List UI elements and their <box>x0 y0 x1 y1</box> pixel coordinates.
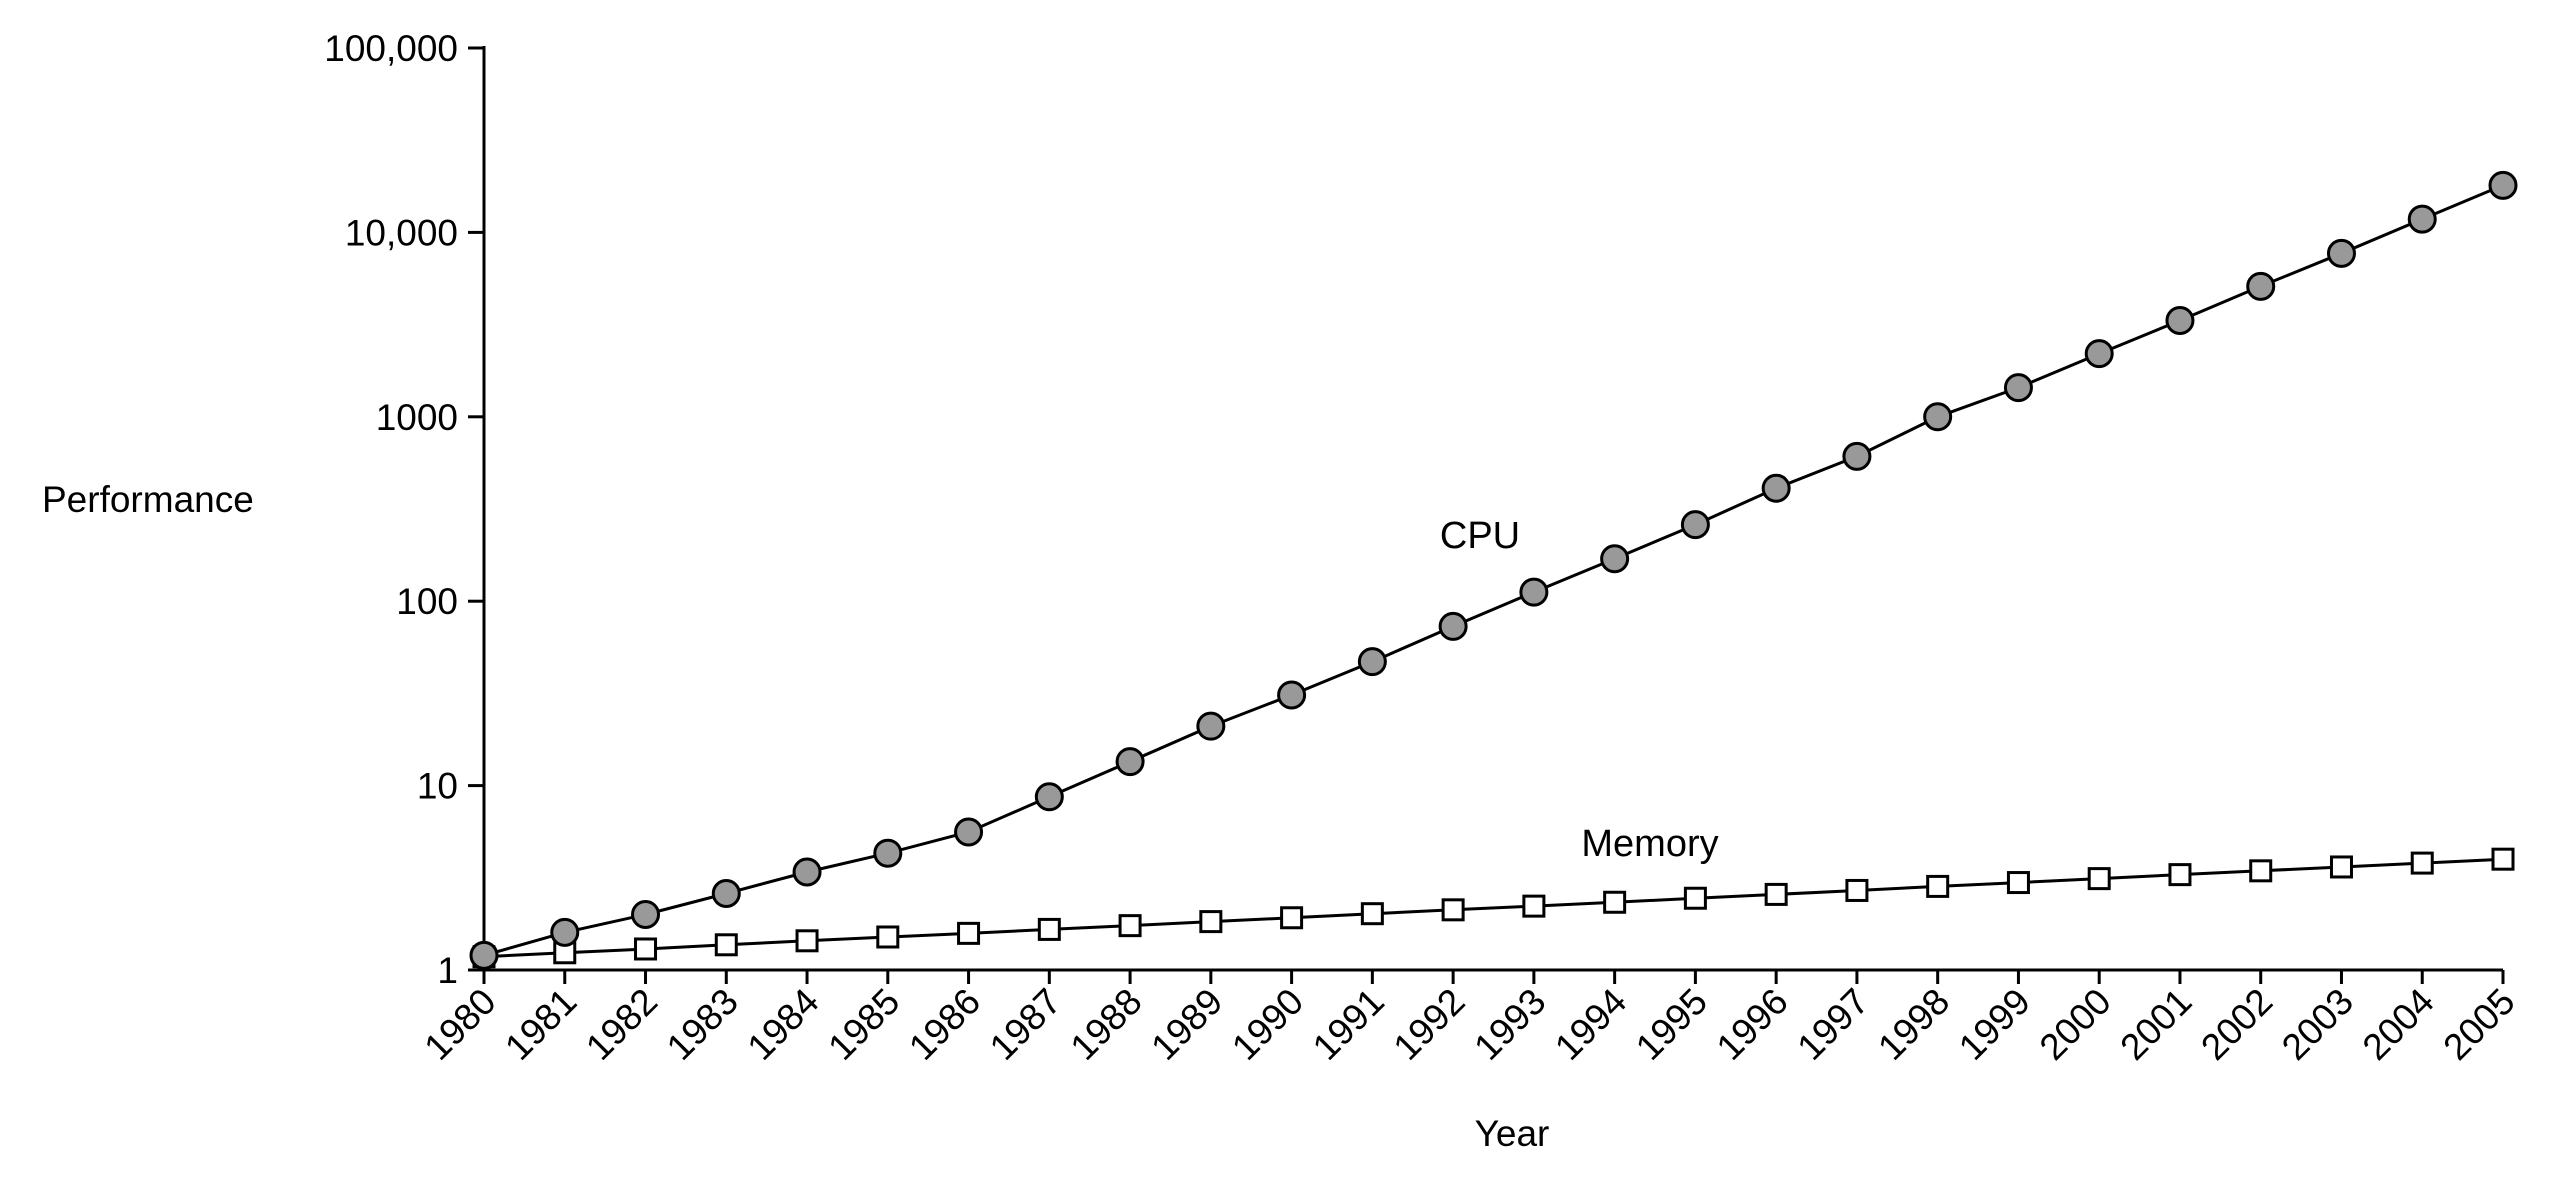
x-tick-label: 2003 <box>2274 981 2361 1068</box>
memory-data-point <box>1522 894 1546 918</box>
cpu-data-point <box>1438 611 1468 641</box>
y-tick-label: 10,000 <box>345 212 458 253</box>
memory-data-point <box>1280 906 1304 930</box>
cpu-data-point <box>2326 238 2356 268</box>
cpu-data-point <box>2003 373 2033 403</box>
x-tick-label: 1984 <box>740 981 827 1068</box>
x-tick-label: 2002 <box>2193 981 2280 1068</box>
series-markers <box>469 170 2518 970</box>
memory-data-point <box>1603 890 1627 914</box>
memory-data-point <box>634 937 658 961</box>
memory-data-point <box>795 929 819 953</box>
memory-data-point <box>2168 863 2192 887</box>
x-tick-label: 1995 <box>1628 981 1715 1068</box>
cpu-data-point <box>2246 271 2276 301</box>
cpu-data-point <box>1277 680 1307 710</box>
y-tick-label: 1 <box>437 950 458 991</box>
x-tick-label: 1999 <box>1951 981 2038 1068</box>
y-tick-label: 1000 <box>376 397 458 438</box>
x-tick-label: 1996 <box>1709 981 1796 1068</box>
x-tick-label: 1987 <box>982 981 1069 1068</box>
memory-data-point <box>1683 886 1707 910</box>
x-tick-label: 2000 <box>2032 981 2119 1068</box>
memory-data-point <box>1845 878 1869 902</box>
cpu-data-point <box>873 838 903 868</box>
memory-series-label: Memory <box>1581 823 1718 865</box>
memory-data-point <box>2329 855 2353 879</box>
cpu-data-point <box>1842 441 1872 471</box>
x-axis-label: Year <box>1475 1113 1550 1154</box>
x-tick-label: 1981 <box>497 981 584 1068</box>
x-axis-ticks: 1980198119821983198419851986198719881989… <box>416 970 2523 1068</box>
memory-data-point <box>2410 851 2434 875</box>
memory-data-point <box>876 925 900 949</box>
x-tick-label: 1980 <box>416 981 503 1068</box>
x-tick-label: 1997 <box>1789 981 1876 1068</box>
memory-data-point <box>1441 898 1465 922</box>
x-tick-label: 1986 <box>901 981 988 1068</box>
axes <box>482 46 2503 972</box>
memory-data-point <box>1926 874 1950 898</box>
x-tick-label: 2005 <box>2435 981 2522 1068</box>
series-lines <box>483 183 2504 959</box>
x-tick-label: 1993 <box>1466 981 1553 1068</box>
y-tick-label: 10 <box>417 766 458 807</box>
memory-data-point <box>1360 902 1384 926</box>
cpu-data-point <box>2165 305 2195 335</box>
y-tick-label: 100 <box>396 581 458 622</box>
cpu-data-point <box>631 899 661 929</box>
x-tick-label: 2004 <box>2355 981 2442 1068</box>
cpu-data-point <box>1680 510 1710 540</box>
x-tick-label: 1988 <box>1063 981 1150 1068</box>
memory-data-point <box>957 921 981 945</box>
cpu-data-point <box>2407 204 2437 234</box>
y-axis-ticks: 1 10 100 1000 10,000 100,000 <box>324 28 484 991</box>
x-tick-label: 1982 <box>578 981 665 1068</box>
memory-data-point <box>2249 859 2273 883</box>
memory-data-point <box>1037 917 1061 941</box>
memory-data-point <box>1199 910 1223 934</box>
cpu-data-point <box>2084 339 2114 369</box>
memory-data-point <box>1764 882 1788 906</box>
x-tick-label: 1992 <box>1386 981 1473 1068</box>
cpu-data-point <box>2488 170 2518 200</box>
cpu-series-label: CPU <box>1440 515 1520 557</box>
x-tick-label: 1990 <box>1224 981 1311 1068</box>
cpu-data-point <box>1357 647 1387 677</box>
memory-data-point <box>714 933 738 957</box>
cpu-data-point <box>1034 782 1064 812</box>
memory-series-line <box>483 857 2504 959</box>
x-tick-label: 1989 <box>1143 981 1230 1068</box>
cpu-data-point <box>711 878 741 908</box>
x-tick-label: 1983 <box>659 981 746 1068</box>
cpu-data-point <box>1600 544 1630 574</box>
cpu-data-point <box>550 917 580 947</box>
cpu-data-point <box>1196 711 1226 741</box>
cpu-data-point <box>469 940 499 970</box>
memory-data-point <box>2006 871 2030 895</box>
cpu-data-point <box>1923 402 1953 432</box>
cpu-data-point <box>1761 473 1791 503</box>
x-tick-label: 1985 <box>820 981 907 1068</box>
x-tick-label: 2001 <box>2112 981 2199 1068</box>
x-tick-label: 1998 <box>1870 981 1957 1068</box>
cpu-data-point <box>1519 577 1549 607</box>
memory-data-point <box>1118 914 1142 938</box>
memory-data-point <box>2087 867 2111 891</box>
y-tick-label: 100,000 <box>324 28 458 69</box>
y-axis-label: Performance <box>42 479 254 520</box>
cpu-data-point <box>954 817 984 847</box>
cpu-data-point <box>1115 747 1145 777</box>
memory-data-point <box>2491 847 2515 871</box>
cpu-series-line <box>483 183 2504 957</box>
x-tick-label: 1991 <box>1305 981 1392 1068</box>
x-tick-label: 1994 <box>1547 981 1634 1068</box>
cpu-data-point <box>792 857 822 887</box>
